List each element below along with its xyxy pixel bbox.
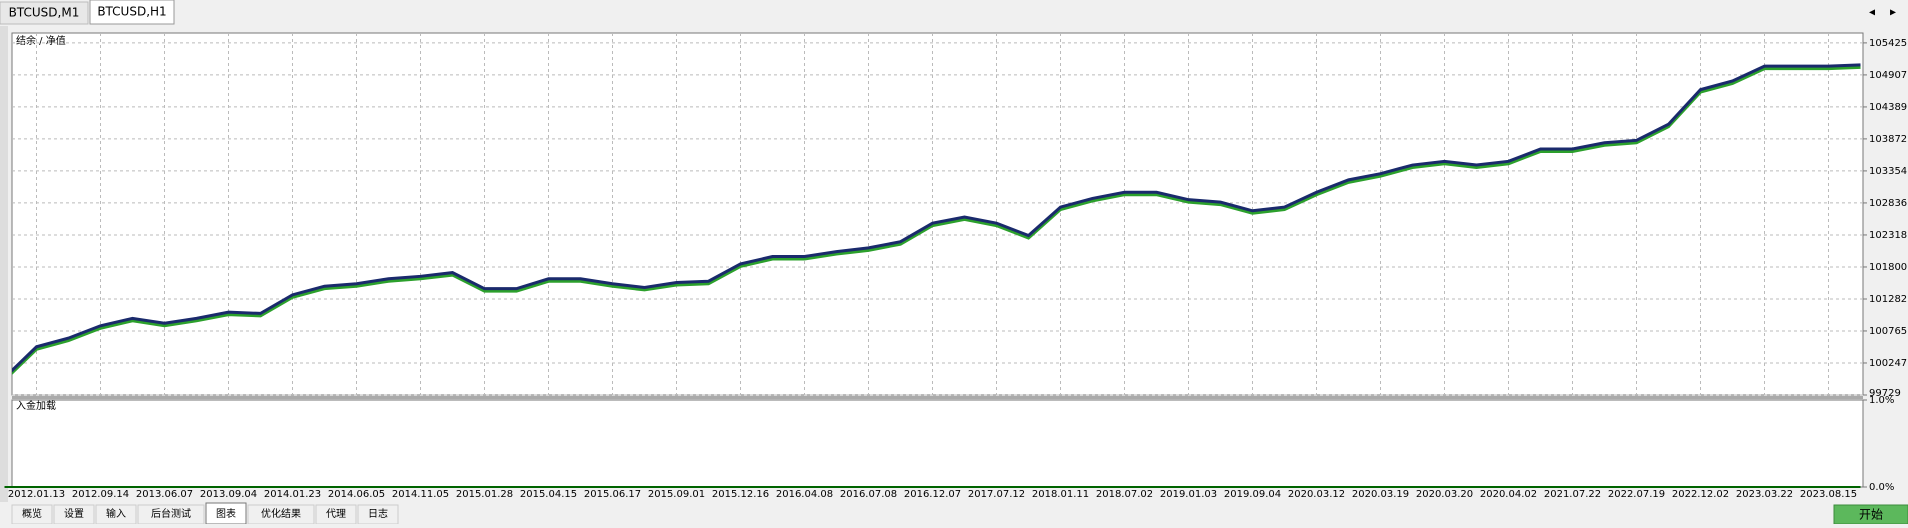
- x-tick-label: 2022.12.02: [1672, 489, 1729, 500]
- start-button-label[interactable]: 开始: [1859, 508, 1883, 522]
- x-tick-label: 2022.07.19: [1608, 489, 1665, 500]
- tab-label[interactable]: 日志: [368, 507, 388, 520]
- y-tick-label: 101800: [1869, 262, 1907, 273]
- x-tick-label: 2012.01.13: [8, 489, 65, 500]
- x-tick-label: 2020.03.20: [1416, 489, 1473, 500]
- x-tick-label: 2016.04.08: [776, 489, 833, 500]
- legend: 结余 / 净值: [16, 34, 66, 47]
- x-tick-label: 2014.06.05: [328, 489, 385, 500]
- y-tick-label: 0.0%: [1869, 482, 1894, 493]
- scroll-right[interactable]: ▸: [1890, 5, 1896, 19]
- bottom-tab-bar: 概览 设置 输入 后台测试 图表 优化结果 代理 日志: [11, 502, 399, 525]
- y-tick-label: 102318: [1869, 230, 1907, 241]
- tab-label[interactable]: 代理: [326, 508, 346, 520]
- tab-label[interactable]: 设置: [64, 508, 84, 520]
- top-tab-bar: [0, 0, 1908, 24]
- x-tick-label: 2012.09.14: [72, 489, 129, 500]
- x-tick-label: 2018.07.02: [1096, 489, 1153, 500]
- x-tick-label: 2016.07.08: [840, 489, 897, 500]
- x-tick-label: 2015.04.15: [520, 489, 577, 500]
- x-tick-label: 2019.01.03: [1160, 489, 1217, 500]
- scroll-left[interactable]: ◂: [1869, 5, 1875, 19]
- y-tick-label: 99729: [1869, 388, 1901, 399]
- x-tick-label: 2017.07.12: [968, 489, 1025, 500]
- tab-label[interactable]: BTCUSD,H1: [97, 5, 166, 19]
- tab-label[interactable]: 后台测试: [151, 507, 191, 520]
- tab-active[interactable]: [89, 0, 175, 25]
- x-tick-label: 2020.03.19: [1352, 489, 1409, 500]
- tab-label[interactable]: BTCUSD,M1: [9, 6, 80, 20]
- sub-title: 入金加载: [16, 399, 56, 412]
- y-tick-label: 103872: [1869, 134, 1907, 145]
- sub-plot: [11, 399, 1864, 488]
- tab-label[interactable]: 输入: [106, 507, 126, 520]
- x-tick-label: 2015.12.16: [712, 489, 769, 500]
- x-tick-label: 2020.03.12: [1288, 489, 1345, 500]
- x-tick-label: 2021.07.22: [1544, 489, 1601, 500]
- separator: [12, 396, 1863, 399]
- x-tick-label: 2018.01.11: [1032, 489, 1089, 500]
- y-tick-label: 100765: [1869, 326, 1907, 337]
- x-tick-label: 2013.09.04: [200, 489, 257, 500]
- y-tick-label: 100247: [1869, 358, 1907, 369]
- y-tick-label: 104389: [1869, 102, 1907, 113]
- grid: [12, 33, 1863, 396]
- x-tick-label: 2019.09.04: [1224, 489, 1281, 500]
- tab[interactable]: [0, 1, 89, 25]
- x-tick-label: 2014.11.05: [392, 489, 449, 500]
- side-strip: [0, 26, 8, 502]
- y-tick-label: 101282: [1869, 294, 1907, 305]
- tab-label[interactable]: 概览: [22, 507, 42, 520]
- y-tick-label: 1.0%: [1869, 395, 1894, 406]
- x-tick-label: 2014.01.23: [264, 489, 321, 500]
- series-line: [12, 63, 1861, 373]
- series-line: [12, 65, 1861, 376]
- x-tick-label: 2015.09.01: [648, 489, 705, 500]
- x-tick-label: 2015.01.28: [456, 489, 513, 500]
- main-plot: [11, 32, 1864, 396]
- x-tick-label: 2013.06.07: [136, 489, 193, 500]
- y-tick-label: 104907: [1869, 70, 1907, 81]
- y-tick-label: 103354: [1869, 166, 1907, 177]
- y-tick-label: 102836: [1869, 198, 1907, 209]
- tab-label[interactable]: 图表: [216, 507, 236, 520]
- x-tick-label: 2020.04.02: [1480, 489, 1537, 500]
- tab-label[interactable]: 优化结果: [261, 507, 301, 520]
- y-tick-label: 105425: [1869, 38, 1907, 49]
- x-tick-label: 2023.08.15: [1800, 489, 1857, 500]
- x-tick-label: 2023.03.22: [1736, 489, 1793, 500]
- x-tick-label: 2016.12.07: [904, 489, 961, 500]
- x-tick-label: 2015.06.17: [584, 489, 641, 500]
